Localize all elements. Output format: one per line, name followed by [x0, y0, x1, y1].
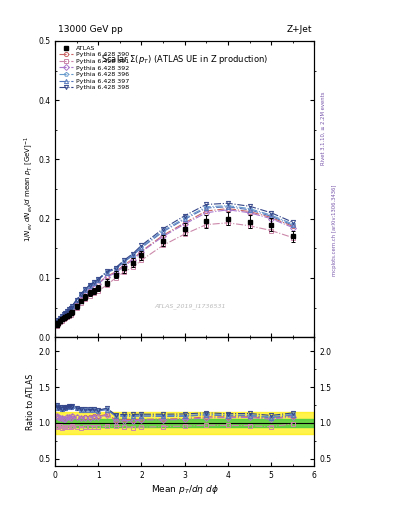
Text: mcplots.cern.ch [arXiv:1306.3436]: mcplots.cern.ch [arXiv:1306.3436]: [332, 185, 337, 276]
Y-axis label: $1/N_{ev}\ dN_{ev}/d\ \mathrm{mean}\ p_T\ [\mathrm{GeV}]^{-1}$: $1/N_{ev}\ dN_{ev}/d\ \mathrm{mean}\ p_T…: [22, 136, 35, 242]
Text: ATLAS_2019_I1736531: ATLAS_2019_I1736531: [154, 304, 226, 309]
Legend: ATLAS, Pythia 6.428 390, Pythia 6.428 391, Pythia 6.428 392, Pythia 6.428 396, P: ATLAS, Pythia 6.428 390, Pythia 6.428 39…: [58, 44, 130, 92]
Text: Rivet 3.1.10, ≥ 2.2M events: Rivet 3.1.10, ≥ 2.2M events: [320, 91, 325, 165]
Bar: [55, 412, 314, 434]
X-axis label: Mean $p_T/d\eta\ d\phi$: Mean $p_T/d\eta\ d\phi$: [151, 482, 219, 496]
Bar: [55, 419, 314, 426]
Y-axis label: Ratio to ATLAS: Ratio to ATLAS: [26, 373, 35, 430]
Text: Scalar $\Sigma(p_T)$ (ATLAS UE in Z production): Scalar $\Sigma(p_T)$ (ATLAS UE in Z prod…: [101, 53, 268, 66]
Text: 13000 GeV pp: 13000 GeV pp: [58, 25, 122, 34]
Text: Z+Jet: Z+Jet: [286, 25, 312, 34]
